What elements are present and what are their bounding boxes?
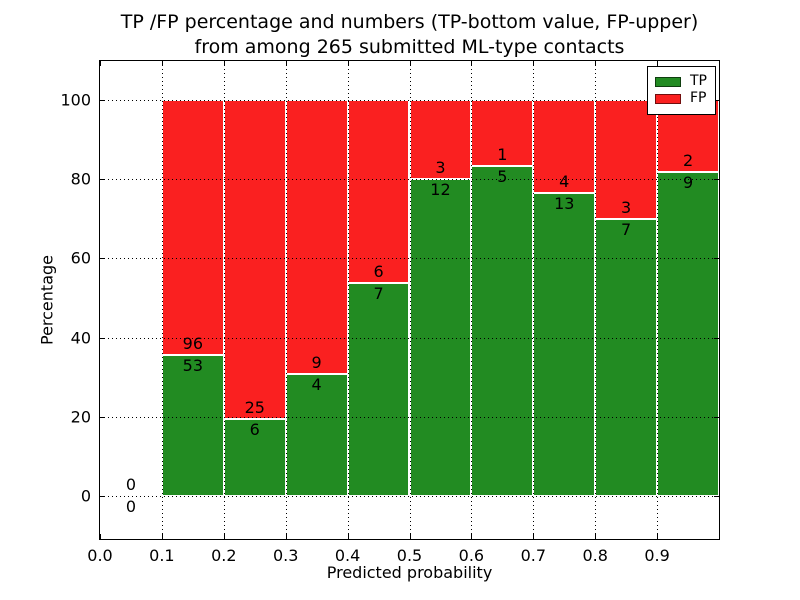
chart-title-line2: from among 265 submitted ML-type contact…: [194, 36, 625, 59]
x-tick: [719, 61, 720, 66]
x-axis-label: Predicted probability: [326, 563, 493, 582]
x-tick-label: 0.7: [520, 546, 547, 565]
fp-count-label: 1: [497, 145, 508, 165]
fp-count-label: 3: [621, 197, 632, 217]
fp-bar-segment: [223, 99, 286, 420]
fp-bar-segment: [285, 99, 348, 375]
tp-count-label: 6: [249, 420, 260, 440]
tp-count-label: 4: [311, 375, 322, 395]
y-tick-label: 100: [60, 90, 91, 110]
x-tick: [595, 61, 597, 66]
y-tick: [714, 416, 719, 418]
x-tick: [533, 534, 535, 539]
y-tick: [714, 179, 719, 181]
tp-count-label: 53: [182, 356, 204, 376]
x-tick-label: 0.8: [582, 546, 608, 565]
y-tick-label: 60: [70, 248, 91, 268]
fp-legend-swatch: [655, 94, 681, 105]
fp-bar-segment: [471, 99, 534, 166]
fp-count-label: 9: [311, 353, 322, 373]
x-tick: [595, 534, 597, 539]
fp-count-label: 96: [182, 334, 204, 354]
y-tick: [714, 258, 719, 260]
x-tick-label: 0.3: [272, 546, 299, 565]
y-tick: [714, 496, 719, 498]
legend: TP FP: [647, 66, 716, 115]
y-tick-label: 80: [70, 169, 91, 189]
x-tick: [347, 534, 349, 539]
fp-bar-segment: [533, 99, 596, 194]
fp-count-label: 25: [244, 398, 265, 418]
y-tick: [100, 179, 105, 181]
x-tick: [409, 534, 411, 539]
y-tick-label: 0: [80, 486, 91, 506]
x-tick: [719, 534, 720, 539]
tp-bar-segment: [595, 218, 658, 497]
tp-bar-segment: [533, 193, 596, 497]
plot-area: 0 0 96 53 25 6 9 4 6 7 3 12 1 5 4 13 3 7 2 9 0 20 40 60 80 100 0.…: [60, 60, 720, 565]
x-tick: [471, 534, 473, 539]
y-tick: [100, 416, 105, 418]
fp-bar-segment: [409, 99, 472, 180]
x-tick: [161, 534, 163, 539]
tp-bar-segment: [471, 165, 534, 497]
tp-legend-swatch: [655, 76, 681, 87]
fp-bar-segment: [161, 99, 224, 356]
x-tick-label: 0.5: [396, 546, 423, 565]
fp-bar-segment: [347, 99, 410, 283]
tp-count-label: 12: [430, 180, 451, 200]
y-tick: [100, 496, 105, 498]
chart-title: TP /FP percentage and numbers (TP-bottom…: [99, 10, 720, 60]
x-tick: [347, 61, 349, 66]
fp-count-label: 6: [373, 261, 384, 281]
tp-count-label: 9: [682, 172, 694, 192]
x-tick: [223, 534, 225, 539]
y-tick: [100, 337, 105, 339]
tp-count-label: 13: [554, 194, 575, 214]
fp-count-label: 0: [125, 475, 137, 495]
x-tick: [100, 61, 101, 66]
x-tick-label: 0.6: [458, 546, 485, 565]
x-tick: [223, 61, 225, 66]
x-tick-label: 0.9: [644, 546, 670, 565]
x-tick-label: 0.0: [87, 546, 113, 565]
legend-item-fp: FP: [655, 90, 707, 107]
fp-legend-label: FP: [690, 90, 707, 107]
x-tick: [161, 61, 163, 66]
y-tick: [714, 337, 719, 339]
tp-bar-segment: [161, 355, 224, 497]
tp-count-label: 7: [621, 219, 632, 239]
x-tick: [285, 534, 287, 539]
fp-count-label: 3: [435, 158, 446, 178]
y-tick: [100, 99, 105, 101]
y-axis-label: Percentage: [37, 254, 57, 346]
tp-count-label: 7: [373, 283, 384, 303]
tp-legend-label: TP: [690, 73, 707, 89]
x-tick: [409, 61, 411, 66]
tp-count-label: 0: [125, 497, 137, 517]
x-tick: [657, 534, 659, 539]
tp-count-label: 5: [497, 166, 508, 186]
legend-item-tp: TP: [655, 73, 707, 89]
y-tick-label: 20: [70, 407, 91, 427]
y-gridline: [100, 496, 719, 498]
y-tick: [100, 258, 105, 260]
y-tick-label: 40: [70, 328, 91, 348]
tp-bar-segment: [657, 171, 719, 497]
x-tick-label: 0.2: [211, 546, 237, 565]
tp-bar-segment: [409, 179, 472, 497]
x-tick: [100, 534, 101, 539]
chart-title-line1: TP /FP percentage and numbers (TP-bottom…: [120, 11, 699, 33]
tp-bar-segment: [347, 282, 410, 497]
x-tick: [471, 61, 473, 66]
x-tick-label: 0.1: [149, 546, 175, 565]
x-tick: [533, 61, 535, 66]
fp-count-label: 2: [682, 151, 694, 171]
x-tick-label: 0.4: [334, 546, 361, 565]
fp-count-label: 4: [559, 172, 570, 192]
x-tick: [285, 61, 287, 66]
